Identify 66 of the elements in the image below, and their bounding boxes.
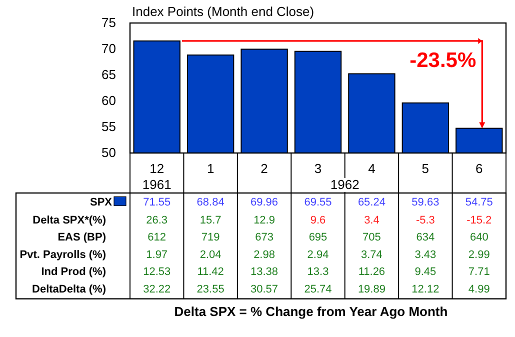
data-label: 68.84 (196, 196, 224, 209)
text: 2.04 (200, 248, 222, 261)
text: 9.45 (414, 266, 436, 278)
x-tick-label: 3 (314, 161, 322, 176)
y-tick-label: 60 (102, 93, 116, 108)
text: 12.53 (143, 266, 171, 278)
text: 612 (148, 232, 166, 244)
text: 3.4 (364, 214, 380, 226)
text: 26.3 (146, 214, 168, 226)
data-label: 59.63 (412, 196, 440, 209)
text: 11.42 (197, 266, 224, 278)
text: DeltaDelta (%) (32, 284, 106, 296)
legend-label: SPX (90, 196, 113, 209)
y-tick-label: 50 (102, 145, 116, 160)
data-label: 69.96 (250, 196, 278, 209)
text: Delta SPX = % Change from Year Ago Month (174, 304, 448, 319)
data-label: 71.55 (143, 196, 171, 209)
text: 3.43 (414, 248, 436, 261)
text: 673 (255, 232, 274, 244)
text: 9.6 (310, 214, 326, 226)
x-tick-label: 12 (150, 161, 164, 176)
text: Ind Prod (%) (41, 266, 106, 278)
chart-title: Index Points (Month end Close) (132, 4, 314, 19)
text: 2.98 (254, 248, 275, 261)
text: 12.9 (254, 214, 275, 226)
text: 695 (308, 232, 328, 244)
y-tick-label: 65 (102, 67, 116, 82)
text: 12.12 (412, 284, 440, 296)
text: 30.57 (250, 284, 278, 296)
text: 1962 (330, 177, 360, 192)
text: 3.74 (361, 248, 382, 261)
text: 32.22 (143, 284, 171, 296)
data-label: 69.55 (304, 196, 332, 209)
text: 19.89 (358, 284, 386, 296)
text: 13.3 (307, 266, 329, 278)
x-tick-label: 2 (260, 161, 268, 176)
text: 705 (362, 232, 381, 244)
data-label: 54.75 (465, 196, 493, 209)
x-tick-label: 4 (368, 161, 376, 176)
text: 719 (201, 232, 220, 244)
annotation: -23.5% (410, 48, 476, 72)
text: Pvt. Payrolls (%) (20, 248, 106, 261)
text: 634 (416, 232, 435, 244)
text: 4.99 (468, 284, 490, 296)
text: 640 (470, 232, 488, 244)
text: 7.71 (468, 266, 490, 278)
text: 11.26 (358, 266, 386, 278)
text: 1961 (142, 177, 172, 192)
text: 2.99 (468, 248, 490, 261)
y-tick-label: 55 (102, 119, 116, 134)
text: 13.38 (250, 266, 278, 278)
data-label: 65.24 (358, 196, 386, 209)
x-tick-label: 5 (422, 161, 430, 176)
text: Delta SPX*(%) (32, 214, 106, 226)
text: 23.55 (196, 284, 224, 296)
y-tick-label: 70 (102, 41, 116, 56)
x-tick-label: 6 (476, 161, 483, 176)
x-tick-label: 1 (206, 161, 214, 176)
text: 25.74 (304, 284, 332, 296)
text: -15.2 (466, 214, 492, 226)
text: -5.3 (416, 214, 435, 226)
text: 2.94 (307, 248, 329, 261)
text: EAS (BP) (58, 232, 106, 244)
text: 15.7 (200, 214, 222, 226)
text: 1.97 (146, 248, 168, 261)
y-tick-label: 75 (102, 15, 116, 30)
